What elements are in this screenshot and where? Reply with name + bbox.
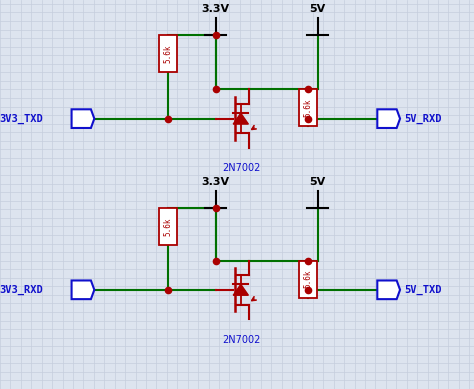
Polygon shape [72, 280, 94, 299]
Text: 5V: 5V [310, 177, 326, 187]
Text: 2N7002: 2N7002 [223, 163, 261, 173]
Polygon shape [233, 113, 248, 124]
Text: 3.3V: 3.3V [201, 177, 230, 187]
Text: 3V3_RXD: 3V3_RXD [0, 285, 43, 295]
Text: 5.6k: 5.6k [304, 99, 312, 117]
Text: 5.6k: 5.6k [164, 217, 173, 236]
Text: 3V3_TXD: 3V3_TXD [0, 114, 43, 124]
Text: 5V_TXD: 5V_TXD [404, 285, 442, 295]
Text: 5V: 5V [310, 4, 326, 14]
FancyBboxPatch shape [159, 208, 177, 245]
Text: 5.6k: 5.6k [304, 270, 312, 288]
Polygon shape [233, 284, 248, 295]
FancyBboxPatch shape [159, 35, 177, 72]
Polygon shape [72, 109, 94, 128]
Text: 5.6k: 5.6k [164, 44, 173, 63]
Polygon shape [377, 280, 400, 299]
Text: 3.3V: 3.3V [201, 4, 230, 14]
Text: 2N7002: 2N7002 [223, 335, 261, 345]
FancyBboxPatch shape [299, 89, 317, 126]
Polygon shape [377, 109, 400, 128]
FancyBboxPatch shape [299, 261, 317, 298]
Text: 5V_RXD: 5V_RXD [404, 114, 442, 124]
